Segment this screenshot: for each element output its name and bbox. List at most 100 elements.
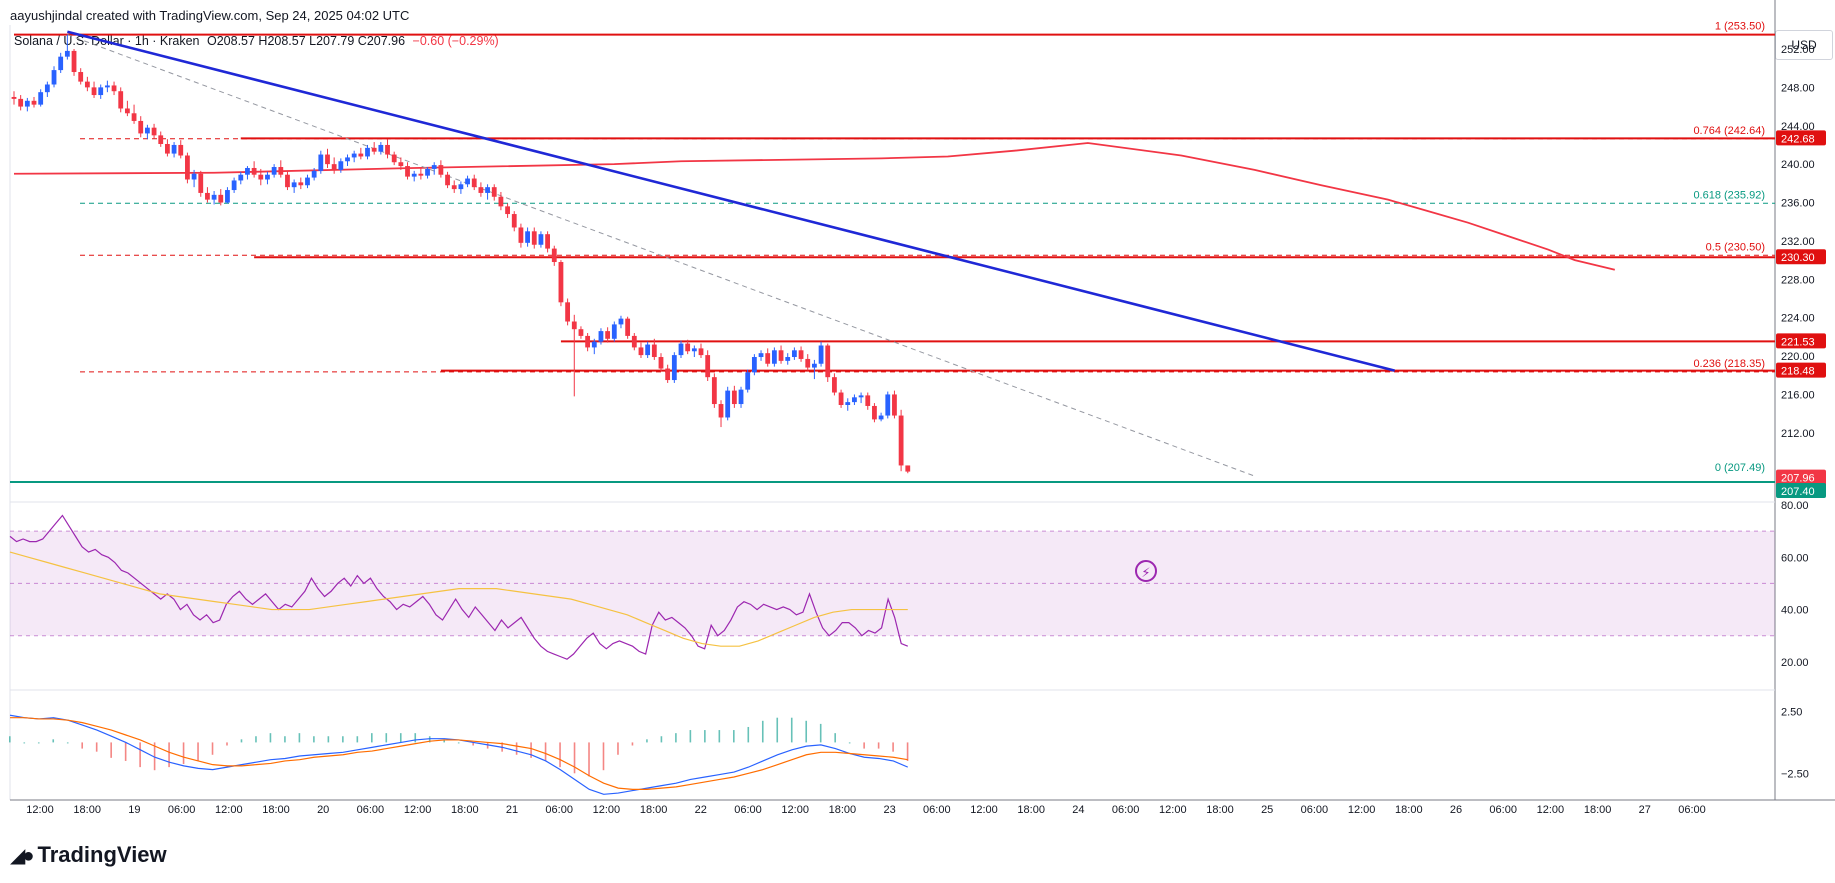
price-tick-label: 232.00: [1781, 236, 1815, 248]
replay-icon[interactable]: ⚡: [1135, 560, 1157, 582]
macd-hist-bar: [211, 742, 214, 755]
time-tick-label: 12:00: [26, 804, 54, 816]
fib-level-label: 0.618 (235.92): [1693, 189, 1765, 201]
candle-body: [211, 194, 217, 200]
fib-level-label: 0.5 (230.50): [1706, 241, 1765, 253]
candle-body: [478, 187, 484, 193]
candle-body: [465, 178, 470, 185]
candle-body: [638, 347, 644, 356]
macd-hist-bar: [95, 742, 98, 752]
candle-body: [511, 214, 517, 228]
time-tick-label: 27: [1639, 804, 1651, 816]
macd-hist-bar: [747, 726, 750, 743]
candle-body: [371, 147, 377, 152]
candle-body: [858, 395, 864, 398]
candle-body: [71, 50, 77, 73]
candle-body: [645, 344, 651, 356]
candle-body: [138, 120, 144, 134]
candle-body: [251, 167, 257, 175]
price-tick-label: 216.00: [1781, 389, 1815, 401]
candle-body: [698, 348, 704, 356]
candle-body: [538, 234, 544, 245]
candles: [11, 34, 911, 474]
candle-body: [771, 350, 777, 364]
candle-body: [445, 174, 450, 186]
candle-body: [271, 167, 277, 175]
candle-body: [325, 154, 330, 165]
candle-body: [838, 392, 844, 405]
credit-text: aayushjindal created with TradingView.co…: [10, 8, 410, 23]
macd-hist-bar: [761, 720, 764, 743]
time-tick-label: 06:00: [1301, 804, 1329, 816]
macd-hist-bar: [124, 742, 127, 761]
macd-hist-bar: [66, 742, 69, 744]
currency-button[interactable]: USD: [1775, 30, 1833, 60]
candle-body: [358, 153, 364, 157]
candle-body: [605, 331, 611, 339]
candle-body: [58, 56, 64, 71]
price-tick-label: 212.00: [1781, 428, 1815, 440]
candle-body: [451, 185, 457, 190]
candle-body: [238, 174, 244, 181]
price-tick-label: 236.00: [1781, 198, 1815, 210]
macd-hist-bar: [660, 736, 663, 743]
candle-body: [745, 372, 751, 390]
macd-hist-bar: [559, 742, 561, 768]
candle-body: [905, 465, 911, 472]
price-tag-label: 218.48: [1781, 366, 1815, 378]
candle-body: [158, 135, 164, 144]
price-tag-label: 207.40: [1781, 486, 1815, 498]
time-tick-label: 23: [883, 804, 895, 816]
time-tick-label: 18:00: [1395, 804, 1423, 816]
macd-hist-bar: [805, 720, 808, 743]
time-tick-label: 20: [317, 804, 329, 816]
macd-hist-bar: [776, 717, 779, 743]
macd-hist-bar: [81, 742, 84, 749]
macd-hist-bar: [704, 730, 706, 743]
candle-body: [598, 331, 604, 342]
macd-histogram: [9, 717, 909, 777]
candle-body: [438, 165, 444, 175]
price-tick-label: 248.00: [1781, 82, 1815, 94]
candle-body: [118, 91, 124, 109]
candle-body: [852, 397, 857, 403]
macd-hist-bar: [457, 742, 460, 744]
candle-body: [418, 173, 424, 176]
candle-body: [258, 174, 264, 180]
candle-body: [51, 70, 57, 85]
candle-body: [185, 155, 190, 180]
candle-body: [705, 355, 711, 378]
candle-body: [31, 100, 37, 105]
time-tick-label: 18:00: [1584, 804, 1612, 816]
candle-body: [231, 180, 237, 191]
candle-body: [892, 394, 897, 416]
candle-body: [124, 108, 130, 114]
candle-body: [785, 357, 791, 361]
candle-body: [591, 341, 597, 348]
rsi-line: [9, 514, 909, 660]
candle-body: [818, 345, 824, 364]
candle-body: [578, 329, 584, 336]
candle-body: [411, 173, 417, 177]
macd-hist-bar: [197, 742, 199, 761]
candle-body: [24, 100, 30, 107]
candle-body: [898, 415, 904, 466]
candle-body: [145, 127, 150, 134]
macd-hist-bar: [819, 723, 822, 743]
candle-body: [812, 363, 817, 368]
macd-hist-bar: [313, 736, 315, 743]
macd-hist-bar: [284, 736, 286, 743]
macd-hist-bar: [298, 733, 301, 743]
macd-hist-bar: [689, 730, 692, 743]
candle-body: [878, 415, 884, 420]
macd-hist-bar: [472, 742, 474, 746]
macd-hist-bar: [733, 730, 735, 743]
rsi-ma-line: [9, 551, 908, 647]
macd-hist-bar: [110, 742, 112, 758]
candle-body: [865, 395, 871, 406]
candle-body: [111, 85, 117, 92]
price-tag-green: [1776, 482, 1826, 498]
tradingview-logo[interactable]: ◢● TradingView: [10, 842, 167, 868]
candle-body: [618, 318, 624, 325]
